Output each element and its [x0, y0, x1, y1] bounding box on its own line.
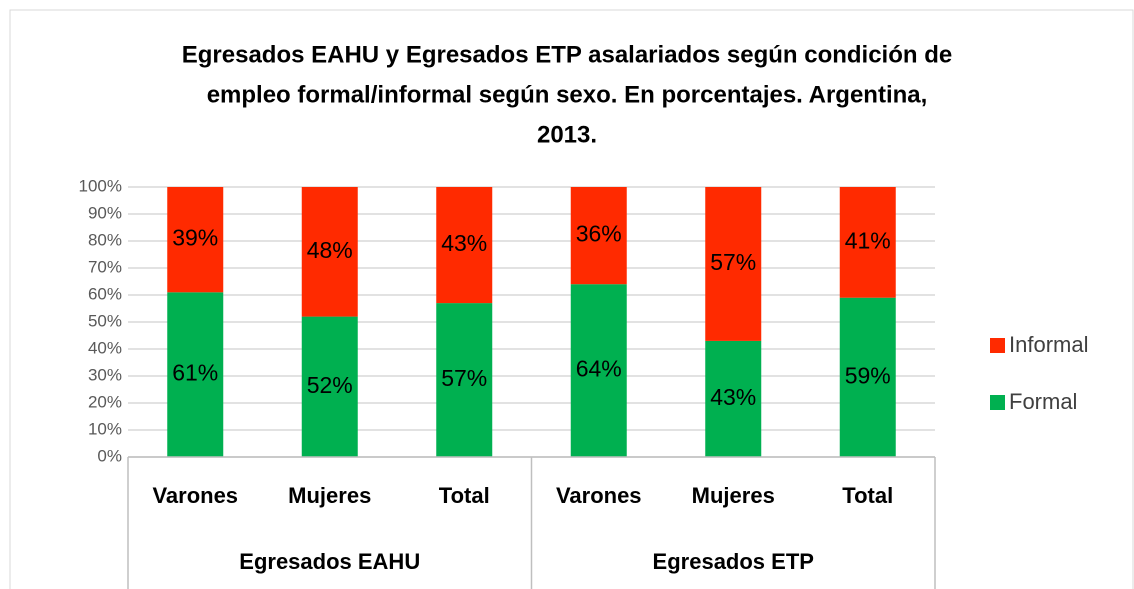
chart-title: 2013.: [537, 121, 597, 148]
data-label: 61%: [172, 360, 218, 386]
data-label: 59%: [845, 362, 891, 388]
data-label: 43%: [441, 230, 487, 256]
data-label: 64%: [576, 356, 622, 382]
bar-segment: [167, 187, 224, 293]
y-tick-label: 20%: [88, 392, 122, 411]
y-tick-label: 50%: [88, 311, 122, 330]
y-tick-label: 90%: [88, 203, 122, 222]
bar-segment: [705, 340, 762, 457]
data-label: 43%: [710, 384, 756, 410]
chart-title: Egresados EAHU y Egresados ETP asalariad…: [182, 41, 952, 68]
y-tick-label: 40%: [88, 338, 122, 357]
x-tick-label: Total: [439, 483, 490, 508]
legend-swatch: [990, 338, 1005, 353]
bar-segment: [570, 187, 627, 285]
x-tick-label: Mujeres: [692, 483, 775, 508]
group-label: Egresados ETP: [653, 549, 814, 574]
bar-segment: [570, 284, 627, 457]
y-tick-label: 60%: [88, 284, 122, 303]
legend-label: Informal: [1009, 332, 1088, 357]
bar-segment: [839, 187, 896, 298]
bar-segment: [301, 316, 358, 457]
bar-segment: [167, 292, 224, 457]
y-tick-label: 70%: [88, 257, 122, 276]
data-label: 52%: [307, 372, 353, 398]
data-label: 48%: [307, 237, 353, 263]
chart-title: empleo formal/informal según sexo. En po…: [207, 81, 928, 108]
data-label: 57%: [441, 365, 487, 391]
x-tick-label: Varones: [152, 483, 238, 508]
bar-segment: [839, 297, 896, 457]
bar-segment: [301, 187, 358, 317]
x-tick-label: Total: [842, 483, 893, 508]
y-tick-label: 30%: [88, 365, 122, 384]
bar-segment: [436, 187, 493, 304]
chart-frame: [9, 9, 1134, 589]
group-label: Egresados EAHU: [239, 549, 420, 574]
x-tick-label: Mujeres: [288, 483, 371, 508]
data-label: 57%: [710, 249, 756, 275]
y-tick-label: 10%: [88, 419, 122, 438]
data-label: 36%: [576, 221, 622, 247]
y-tick-label: 0%: [97, 446, 122, 465]
bar-segment: [436, 303, 493, 457]
data-label: 41%: [845, 227, 891, 253]
y-tick-label: 80%: [88, 230, 122, 249]
x-tick-label: Varones: [556, 483, 642, 508]
y-tick-label: 100%: [79, 176, 122, 195]
bar-segment: [705, 187, 762, 341]
legend-label: Formal: [1009, 389, 1077, 414]
legend-swatch: [990, 395, 1005, 410]
data-label: 39%: [172, 225, 218, 251]
